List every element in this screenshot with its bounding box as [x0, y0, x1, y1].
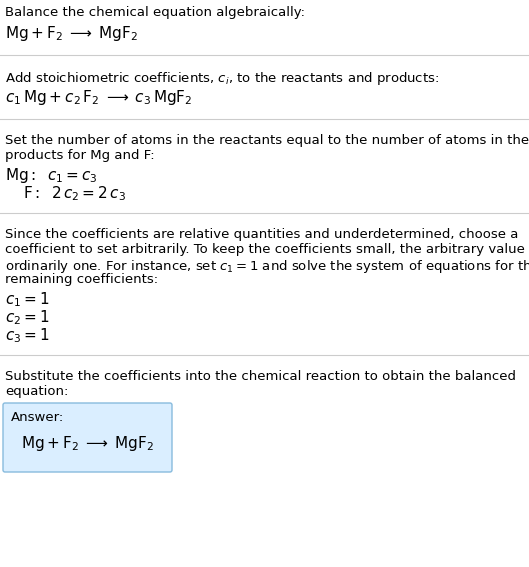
- Text: Add stoichiometric coefficients, $c_i$, to the reactants and products:: Add stoichiometric coefficients, $c_i$, …: [5, 70, 439, 87]
- Text: ordinarily one. For instance, set $c_1 = 1$ and solve the system of equations fo: ordinarily one. For instance, set $c_1 =…: [5, 258, 529, 275]
- Text: equation:: equation:: [5, 385, 68, 398]
- Text: coefficient to set arbitrarily. To keep the coefficients small, the arbitrary va: coefficient to set arbitrarily. To keep …: [5, 243, 529, 256]
- Text: $\mathrm{Mg} + \mathrm{F}_2 \;\longrightarrow\; \mathrm{MgF}_2$: $\mathrm{Mg} + \mathrm{F}_2 \;\longright…: [5, 24, 138, 43]
- Text: Set the number of atoms in the reactants equal to the number of atoms in the: Set the number of atoms in the reactants…: [5, 134, 529, 147]
- Text: remaining coefficients:: remaining coefficients:: [5, 273, 158, 286]
- Text: $c_1\,\mathrm{Mg} + c_2\,\mathrm{F}_2 \;\longrightarrow\; c_3\,\mathrm{MgF}_2$: $c_1\,\mathrm{Mg} + c_2\,\mathrm{F}_2 \;…: [5, 88, 193, 107]
- Text: Since the coefficients are relative quantities and underdetermined, choose a: Since the coefficients are relative quan…: [5, 228, 518, 241]
- Text: Balance the chemical equation algebraically:: Balance the chemical equation algebraica…: [5, 6, 305, 19]
- Text: $c_3 = 1$: $c_3 = 1$: [5, 326, 50, 345]
- Text: products for Mg and F:: products for Mg and F:: [5, 149, 154, 162]
- Text: $\mathrm{Mg} + \mathrm{F}_2 \;\longrightarrow\; \mathrm{MgF}_2$: $\mathrm{Mg} + \mathrm{F}_2 \;\longright…: [21, 434, 154, 453]
- Text: $c_2 = 1$: $c_2 = 1$: [5, 308, 50, 327]
- Text: $\mathrm{F{:}}\;\; 2\,c_2 = 2\,c_3$: $\mathrm{F{:}}\;\; 2\,c_2 = 2\,c_3$: [23, 184, 126, 202]
- FancyBboxPatch shape: [3, 403, 172, 472]
- Text: Answer:: Answer:: [11, 411, 64, 424]
- Text: $\mathrm{Mg{:}}\;\; c_1 = c_3$: $\mathrm{Mg{:}}\;\; c_1 = c_3$: [5, 166, 98, 185]
- Text: Substitute the coefficients into the chemical reaction to obtain the balanced: Substitute the coefficients into the che…: [5, 370, 516, 383]
- Text: $c_1 = 1$: $c_1 = 1$: [5, 290, 50, 308]
